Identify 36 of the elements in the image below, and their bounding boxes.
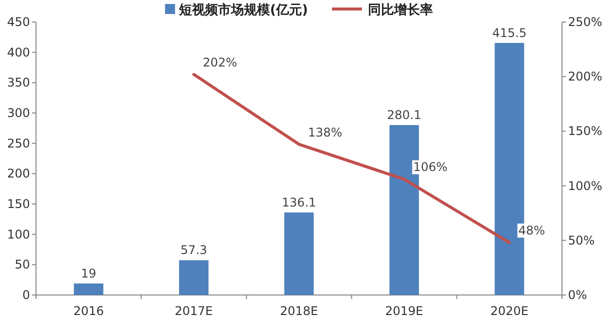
y-tick-label: 400 [7,45,30,60]
y-tick-label: 450 [7,15,30,29]
y-tick-label: 350 [7,76,30,90]
y-tick-label: 250 [7,136,30,150]
y2-tick-label: 100% [568,178,602,193]
data-label: 415.5 [492,26,527,40]
y-tick-label: 300 [7,106,30,120]
x-tick-label: 2016 [73,304,104,318]
x-tick-label: 2017E [174,304,213,318]
bar [74,283,104,295]
x-tick-label: 2018E [280,304,318,318]
y2-tick-label: 200% [568,70,602,84]
x-tick-label: 2020E [490,304,528,318]
bar [284,212,314,295]
y2-tick-label: 250% [568,15,602,29]
data-label: 48% [518,224,546,238]
line-series [192,72,511,244]
y2-tick-label: 150% [568,124,602,138]
data-label: 106% [413,160,448,174]
data-label: 57.3 [180,243,208,258]
data-label: 280.1 [387,108,422,122]
bar [179,260,209,295]
legend-label: 短视频市场规模(亿元) [178,2,308,18]
y2-tick-label: 0% [568,288,588,302]
y-tick-label: 50 [14,258,30,272]
legend-label: 同比增长率 [368,2,433,18]
x-tick-label: 2019E [385,304,424,318]
y-tick-label: 0 [22,288,30,302]
data-label: 138% [308,125,342,140]
data-label: 19 [80,266,96,280]
data-label: 202% [202,55,238,70]
y-tick-label: 200 [7,166,30,181]
y-tick-label: 100 [7,227,30,242]
data-label: 136.1 [282,195,316,210]
y-tick-label: 150 [7,197,30,211]
y2-tick-label: 50% [568,233,595,248]
